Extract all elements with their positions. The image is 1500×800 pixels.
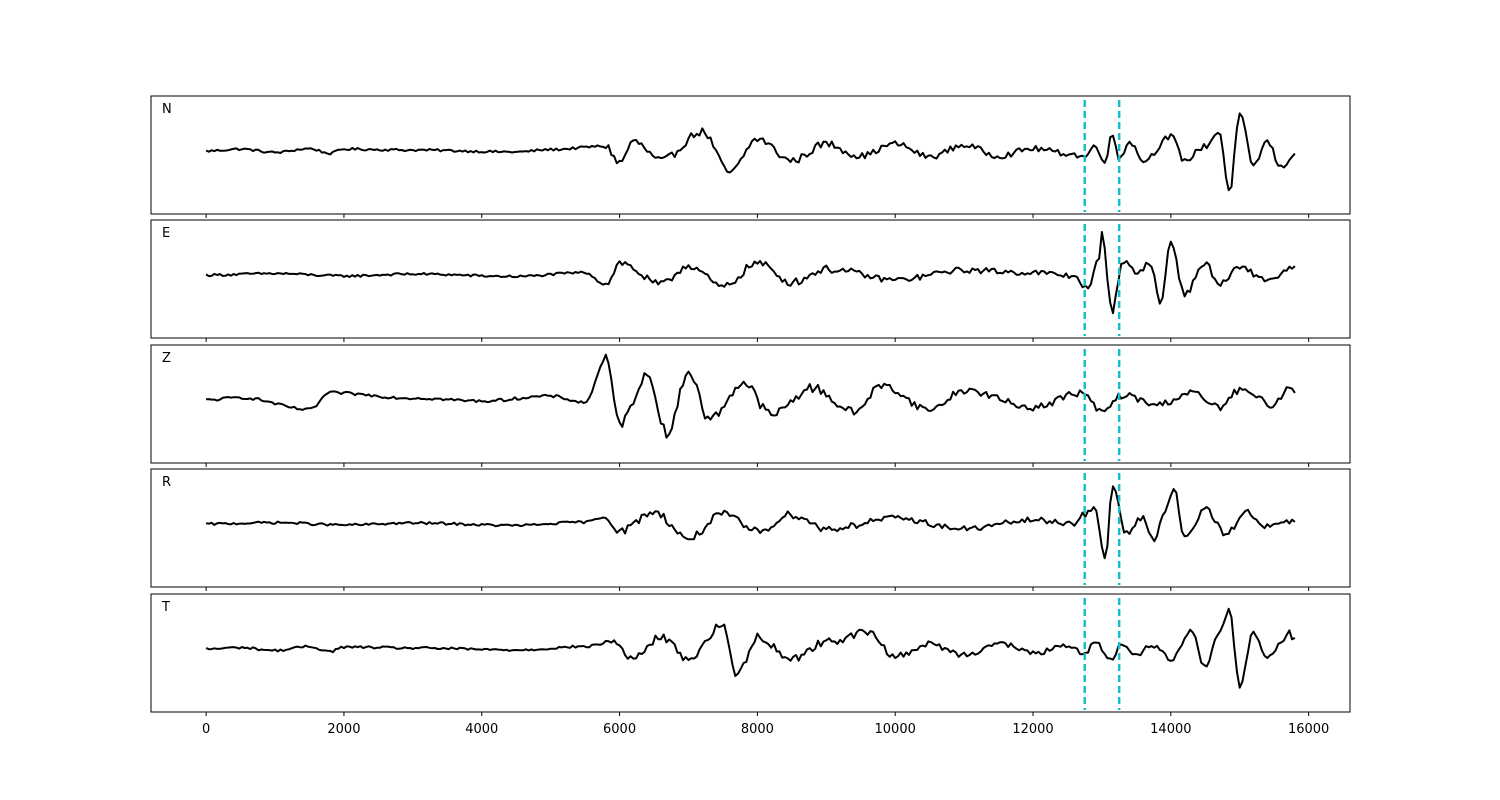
panel-t: T (150, 593, 1351, 716)
x-axis: 0 2000 4000 6000 8000 10000 12000 14000 16000 (202, 722, 1329, 737)
trace-z (206, 353, 1296, 439)
panels: N E Z R T (150, 95, 1351, 716)
panel-frame (150, 95, 1351, 215)
trace-t (205, 607, 1296, 689)
x-tick-label: 6000 (603, 722, 636, 737)
panel-frame (150, 219, 1351, 339)
panel-frame (150, 344, 1351, 464)
panel-label-r: R (162, 475, 171, 490)
trace-e (205, 231, 1296, 315)
panel-label-z: Z (162, 351, 171, 366)
x-tick-label: 16000 (1288, 722, 1329, 737)
panel-frame (150, 593, 1351, 713)
trace-n (205, 112, 1296, 192)
panel-label-e: E (162, 226, 170, 241)
x-tick-label: 8000 (741, 722, 774, 737)
panel-label-t: T (161, 600, 170, 615)
x-tick-label: 14000 (1150, 722, 1191, 737)
x-tick-label: 10000 (875, 722, 916, 737)
x-tick-label: 4000 (465, 722, 498, 737)
panel-frame (150, 468, 1351, 588)
panel-r: R (150, 468, 1351, 591)
panel-n: N (150, 95, 1351, 218)
panel-label-n: N (162, 102, 172, 117)
panel-z: Z (150, 344, 1351, 467)
x-tick-label: 12000 (1012, 722, 1053, 737)
panel-e: E (150, 219, 1351, 342)
trace-r (205, 485, 1296, 560)
x-tick-label: 0 (202, 722, 210, 737)
x-tick-label: 2000 (327, 722, 360, 737)
